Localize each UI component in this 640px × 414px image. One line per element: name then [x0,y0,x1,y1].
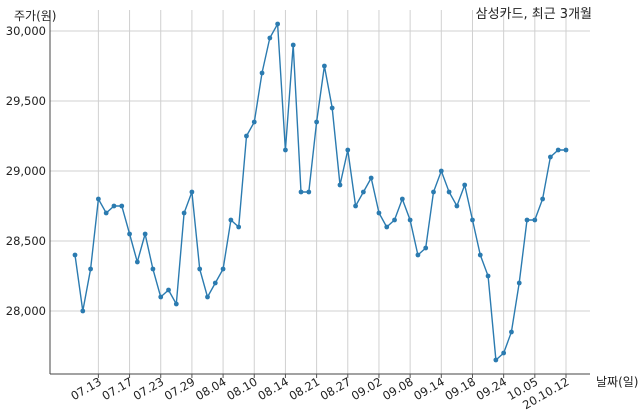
data-point [376,210,382,216]
data-point [423,245,429,251]
data-point [166,287,171,293]
data-point [244,133,249,139]
data-point [454,203,460,209]
series-line [72,21,569,363]
data-point [283,147,288,153]
data-point [88,266,93,272]
y-tick-label: 29,500 [6,94,46,108]
data-point [438,168,444,174]
x-tick-label: 07.23 [131,374,167,403]
data-point [267,35,273,41]
data-point [251,119,257,125]
price-line [74,21,566,362]
data-point [290,42,296,48]
data-point [485,273,491,279]
y-axis-ticks: 28,000 28,500 29,000 29,500 30,000 [6,24,46,318]
y-axis-label: 주가(원) [14,9,56,23]
x-tick-label: 09.24 [474,374,510,403]
y-tick-label: 28,000 [6,304,46,318]
data-point [236,224,242,230]
data-point [329,105,335,111]
data-point [337,182,343,188]
x-tick-label: 09.14 [411,374,447,403]
data-point [532,217,538,223]
data-point [462,182,468,188]
y-tick-label: 29,000 [6,164,46,178]
data-point [407,217,413,223]
data-point [563,147,569,153]
x-tick-label: 09.18 [442,374,478,403]
data-point [197,266,203,272]
y-tick-label: 30,000 [6,24,46,38]
data-point [345,147,351,153]
data-point [150,266,156,272]
x-tick-label: 08.14 [255,374,291,403]
data-point [189,189,195,195]
data-point [259,70,265,76]
data-point [119,203,125,209]
data-point [275,21,281,27]
data-point [392,217,397,223]
data-point [384,224,390,230]
data-point [470,217,475,223]
data-point [548,154,553,160]
data-point [142,231,148,237]
x-tick-label: 09.02 [349,374,385,403]
x-tick-label: 09.08 [380,374,416,403]
data-point [415,252,421,258]
data-point [173,301,179,307]
data-point [360,189,366,195]
data-point [306,189,312,195]
data-point [493,357,499,363]
data-point [95,196,101,202]
data-point [72,252,78,258]
data-point [431,189,436,195]
data-point [298,189,304,195]
data-point [524,217,530,223]
data-point [540,196,546,202]
x-tick-label: 08.04 [193,374,229,403]
chart-title: 삼성카드, 최근 3개월 [476,7,592,22]
x-tick-label: 07.29 [162,374,198,403]
data-point [314,119,320,125]
data-point [509,329,514,335]
data-point [555,147,561,153]
data-point [134,259,140,265]
data-point [111,203,117,209]
data-point [127,231,132,237]
x-tick-label: 07.17 [100,374,136,403]
grid-lines [50,10,590,374]
data-point [516,280,522,286]
data-point [220,266,226,272]
data-point [446,189,452,195]
axes [49,10,590,375]
x-tick-label: 08.10 [224,374,260,403]
data-point [477,252,483,258]
x-axis-ticks: 07.1307.1707.2307.2908.0408.1008.1408.21… [68,374,572,412]
data-point [212,280,218,286]
data-point [321,63,327,69]
data-point [80,308,86,314]
data-point [368,175,374,181]
data-point [158,294,164,300]
data-point [353,203,358,209]
data-point [228,217,234,223]
data-point [103,210,109,216]
data-point [399,196,405,202]
x-tick-label: 07.13 [68,374,104,403]
data-point [205,294,210,300]
data-point [501,350,507,356]
x-tick-label: 08.27 [318,374,354,403]
x-tick-label: 08.21 [287,374,323,403]
y-tick-label: 28,500 [6,234,46,248]
data-point [181,210,187,216]
x-axis-label: 날짜(일) [596,375,638,389]
